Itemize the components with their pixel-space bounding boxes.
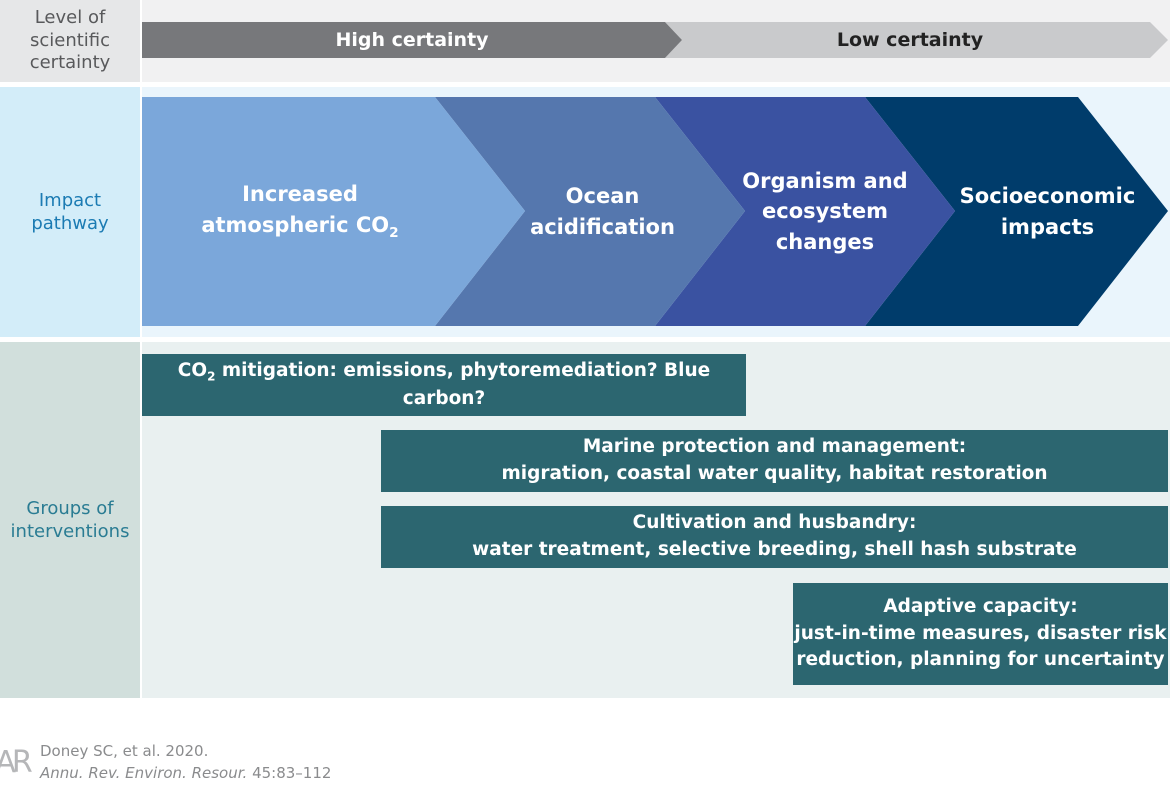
text-line: water treatment, selective breeding, she… <box>472 539 1077 560</box>
label-cell <box>0 87 140 337</box>
low-certainty-arrow <box>665 22 1168 58</box>
intervention-text: Marine protection and management: migrati… <box>381 430 1168 492</box>
text-line: Ocean <box>565 184 640 209</box>
step-label: Ocean acidification <box>500 97 705 326</box>
intervention-box <box>142 354 746 416</box>
chevron <box>435 97 745 326</box>
chevron <box>865 97 1168 326</box>
intervention-box <box>793 583 1168 685</box>
text-line: interventions <box>10 521 130 542</box>
text-line: acidification <box>530 214 675 239</box>
text-line: Doney SC, et al. 2020. <box>40 742 209 761</box>
label-cell <box>0 342 140 698</box>
intervention-text: Adaptive capacity: just-in-time measures,… <box>793 583 1168 685</box>
text-segment: mitigation: emissions, phytoremediation?… <box>215 359 711 409</box>
text-line: Level of <box>34 7 106 29</box>
text-line: ecosystem <box>762 199 888 224</box>
intervention-box <box>381 506 1168 568</box>
chevron <box>142 97 525 326</box>
text-line: pathway <box>31 213 109 234</box>
intervention-box <box>381 430 1168 492</box>
text-line: Marine protection and management: <box>582 436 967 458</box>
logo: AR <box>0 744 33 780</box>
text-line: migration, coastal water quality, habita… <box>501 463 1048 484</box>
certainty-level: Low certainty <box>836 28 984 51</box>
step-label: Organism and ecosystem changes <box>720 97 930 326</box>
text-line: Increased <box>242 182 358 207</box>
text-segment: CO <box>177 359 208 381</box>
text-line: Socioeconomic <box>959 184 1136 209</box>
row-label: Groups of interventions <box>0 342 140 698</box>
chevron <box>655 97 955 326</box>
row-label: Impact pathway <box>0 87 140 337</box>
text-segment: 45:83–112 <box>247 764 332 782</box>
text-line: changes <box>775 229 875 254</box>
high-certainty-arrow <box>142 22 682 58</box>
text-segment: Annu. Rev. Environ. Resour. <box>40 764 248 782</box>
text-line: Annu. Rev. Environ. Resour. 45:83–112 <box>40 763 331 785</box>
intervention-text: CO2 mitigation: emissions, phytoremediat… <box>142 354 746 416</box>
text-line: certainty <box>29 52 111 74</box>
text-line: impacts <box>1000 214 1095 239</box>
text-line: Groups of <box>26 497 114 519</box>
row-label: Level of scientific certainty <box>0 0 140 82</box>
text-line: just-in-time measures, disaster risk <box>794 622 1167 644</box>
text-line: reduction, planning for uncertainty <box>796 649 1165 671</box>
text-segment: 2 <box>207 369 216 384</box>
text-line: Organism and <box>742 168 908 193</box>
text-line: CO2 mitigation: emissions, phytoremediat… <box>142 358 746 413</box>
certainty-level: High certainty <box>335 28 489 51</box>
text-line: atmospheric CO2 <box>201 210 398 244</box>
text-segment: atmospheric CO <box>201 212 390 237</box>
text-segment: 2 <box>389 224 399 241</box>
citation: Doney SC, et al. 2020. Annu. Rev. Environ… <box>40 740 440 786</box>
label-cell <box>0 0 140 82</box>
text-line: scientific <box>29 29 111 51</box>
step-label: Increased atmospheric CO2 <box>180 97 420 326</box>
intervention-text: Cultivation and husbandry: water treatmen… <box>381 506 1168 568</box>
step-label: Socioeconomic impacts <box>935 97 1160 326</box>
text-line: Impact <box>38 189 102 211</box>
text-line: Adaptive capacity: <box>883 595 1078 617</box>
text-line: Cultivation and husbandry: <box>632 512 917 534</box>
